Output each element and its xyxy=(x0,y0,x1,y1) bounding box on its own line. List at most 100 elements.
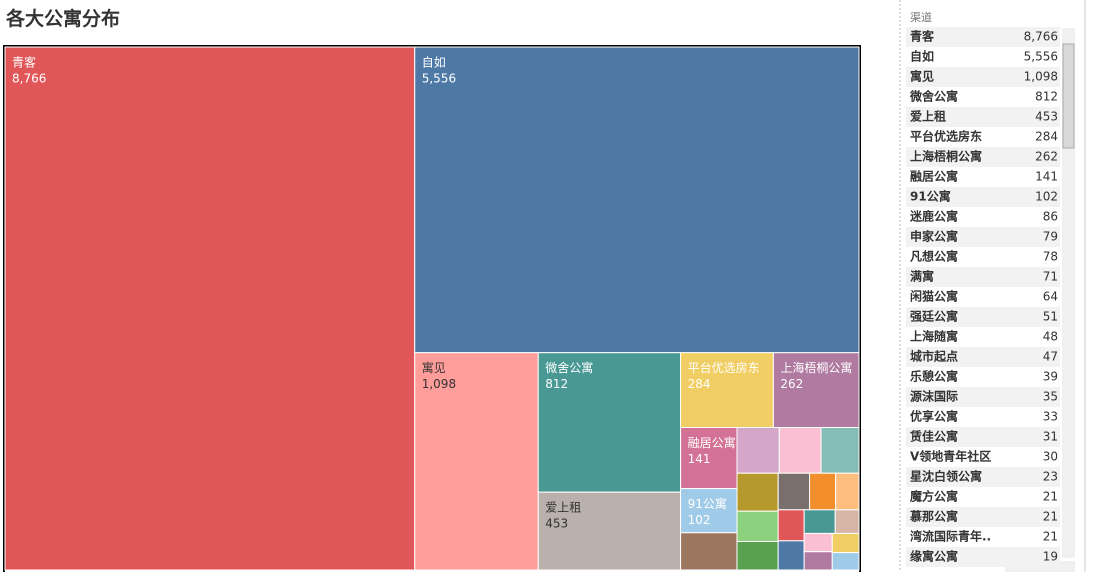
treemap-tile xyxy=(803,509,836,534)
treemap-tile xyxy=(803,532,833,553)
row-value: 262 xyxy=(1035,150,1058,164)
tile-value: 141 xyxy=(688,452,711,466)
row-bg xyxy=(906,467,1060,487)
row-bg xyxy=(906,307,1060,327)
treemap-tile xyxy=(777,472,811,511)
row-name: 迷鹿公寓 xyxy=(909,209,958,224)
tile-value: 453 xyxy=(545,517,568,531)
legend-title: 渠道 xyxy=(910,10,932,24)
treemap-tile xyxy=(736,540,779,571)
row-bg xyxy=(906,547,1060,567)
row-value: 79 xyxy=(1043,230,1058,244)
row-value: 30 xyxy=(1043,450,1058,464)
row-value: 19 xyxy=(1043,550,1058,564)
row-name: 融居公寓 xyxy=(910,169,958,184)
row-name: 强廷公寓 xyxy=(910,309,958,324)
row-value: 8,766 xyxy=(1024,30,1058,44)
row-value: 21 xyxy=(1043,530,1058,544)
tile-label: 爱上租 xyxy=(545,501,581,515)
row-name: 凡想公寓 xyxy=(910,249,958,264)
row-name: 平台优选房东 xyxy=(910,129,982,144)
treemap-tile xyxy=(772,352,860,429)
tile-label: 微舍公寓 xyxy=(545,360,593,375)
row-name: 优享公寓 xyxy=(910,409,958,424)
treemap-tile xyxy=(834,509,860,534)
row-name: 自如 xyxy=(910,49,934,64)
row-value: 102 xyxy=(1035,190,1058,204)
row-name: 魔方公寓 xyxy=(910,489,958,504)
treemap-tile xyxy=(809,472,837,511)
row-name: 上海梧桐公寓 xyxy=(910,149,982,164)
scrollbar[interactable] xyxy=(1062,28,1075,558)
row-name: 申家公寓 xyxy=(910,229,958,244)
row-name: 满寓 xyxy=(910,269,934,284)
tile-label: 91公寓 xyxy=(688,496,727,511)
treemap-tile xyxy=(736,510,779,542)
treemap-tile xyxy=(537,491,682,571)
row-bg xyxy=(906,387,1060,407)
tile-value: 5,556 xyxy=(422,72,456,86)
row-name: 上海随寓 xyxy=(910,329,958,344)
row-value: 21 xyxy=(1043,510,1058,524)
treemap-tile xyxy=(680,427,738,490)
treemap-tile xyxy=(680,532,738,571)
tile-label: 平台优选房东 xyxy=(688,360,760,375)
row-name: 慕那公寓 xyxy=(909,509,958,524)
row-bg xyxy=(906,427,1060,447)
tile-value: 284 xyxy=(688,377,711,391)
row-name: 青客 xyxy=(910,29,935,44)
treemap-tile xyxy=(414,46,860,354)
row-name: 爱上租 xyxy=(910,109,946,124)
row-name: 星沈白领公寓 xyxy=(910,469,982,484)
row-value: 21 xyxy=(1043,490,1058,504)
row-value: 1,098 xyxy=(1024,70,1058,84)
tile-value: 102 xyxy=(688,513,711,527)
tile-label: 自如 xyxy=(422,55,446,70)
row-value: 64 xyxy=(1043,290,1058,304)
treemap-tile xyxy=(777,509,805,542)
treemap: 青客 8,766 自如 5,556 寓见 1,098 微舍公寓 812 爱上租 453 平台优选房东… xyxy=(4,46,860,571)
row-bg xyxy=(906,507,1060,527)
tile-value: 812 xyxy=(545,377,568,391)
row-value: 48 xyxy=(1043,330,1058,344)
treemap-tile xyxy=(414,352,539,571)
row-value: 141 xyxy=(1035,170,1058,184)
row-value: 51 xyxy=(1043,310,1058,324)
row-value: 453 xyxy=(1035,110,1058,124)
treemap-tile xyxy=(736,427,780,474)
scroll-thumb[interactable] xyxy=(1062,43,1075,149)
row-value: 284 xyxy=(1035,130,1058,144)
row-value: 31 xyxy=(1043,430,1058,444)
treemap-tile xyxy=(777,540,805,571)
row-name: V领地青年社区 xyxy=(910,449,991,464)
row-name: 闲猫公寓 xyxy=(910,289,958,304)
row-name: 寓见 xyxy=(910,69,934,84)
row-bg xyxy=(906,27,1060,47)
treemap-tile xyxy=(820,427,860,474)
tile-label: 寓见 xyxy=(422,360,446,375)
row-name: 赁佳公寓 xyxy=(909,429,958,444)
tile-label: 青客 xyxy=(12,55,36,70)
row-value: 35 xyxy=(1043,390,1058,404)
row-value: 812 xyxy=(1035,90,1058,104)
treemap-frame xyxy=(3,45,861,572)
tile-label: 融居公寓 xyxy=(688,435,736,450)
row-value: 39 xyxy=(1043,370,1058,384)
row-name: 城市起点 xyxy=(910,349,958,364)
row-name: 源沫国际 xyxy=(910,389,958,404)
treemap-tile xyxy=(803,551,833,571)
tile-value: 8,766 xyxy=(12,72,46,86)
row-bg xyxy=(906,267,1060,287)
row-bg xyxy=(906,187,1060,207)
chart-title: 各大公寓分布 xyxy=(5,7,120,30)
treemap-tile xyxy=(680,352,774,429)
row-bg xyxy=(906,67,1060,87)
tile-value: 262 xyxy=(780,377,803,391)
row-name: 乐憩公寓 xyxy=(910,369,958,384)
row-value: 5,556 xyxy=(1024,50,1058,64)
row-value: 86 xyxy=(1043,210,1058,224)
row-name: 缘寓公寓 xyxy=(910,549,958,564)
treemap-tile xyxy=(831,532,860,554)
treemap-tile xyxy=(831,552,860,571)
